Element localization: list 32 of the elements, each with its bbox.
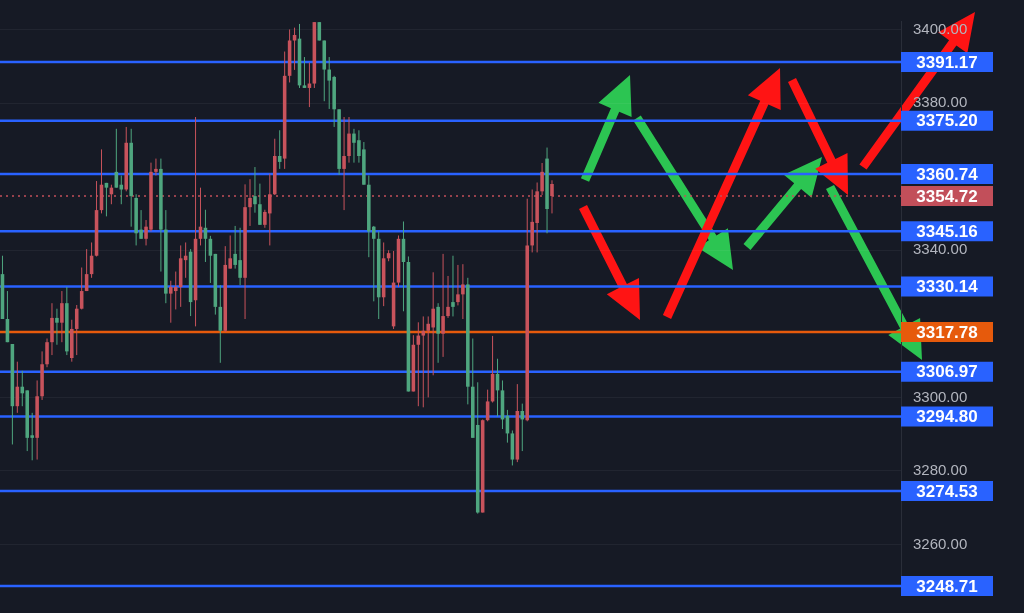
y-tick-label: 3340.00 — [913, 240, 968, 258]
ref-line-label: 3345.16 — [916, 221, 978, 241]
candlestick — [302, 56, 307, 89]
y-tick-label: 3300.00 — [913, 387, 968, 405]
ref-line-label: 3391.17 — [916, 52, 978, 72]
ref-line-label: 3274.53 — [916, 481, 978, 501]
ref-line-label: 3317.78 — [916, 322, 978, 342]
y-tick-label: 3280.00 — [913, 461, 968, 479]
ref-line-label: 3306.97 — [916, 362, 978, 382]
ref-line-label: 3360.74 — [916, 164, 979, 184]
candlestick — [60, 290, 64, 343]
ref-line-label: 3354.72 — [916, 186, 978, 206]
candlestick — [446, 275, 450, 319]
y-tick-label: 3260.00 — [913, 534, 968, 552]
ref-line-label: 3330.14 — [916, 277, 979, 297]
candlestick — [441, 253, 445, 358]
candlestick — [45, 338, 49, 368]
candlestick — [173, 271, 178, 310]
candlestick — [461, 263, 465, 320]
candlestick — [347, 116, 351, 164]
candlestick — [55, 308, 59, 346]
candlestick — [421, 315, 426, 408]
y-tick-label: 3380.00 — [913, 93, 968, 111]
candlestick — [451, 255, 455, 317]
candlestick — [253, 166, 257, 214]
ref-line-label: 3375.20 — [916, 111, 978, 131]
candlestick — [258, 183, 262, 226]
ref-line-label: 3294.80 — [916, 407, 978, 427]
candlestick — [456, 264, 460, 306]
ref-line-label: 3248.71 — [916, 576, 978, 596]
candlestick — [74, 304, 79, 356]
candlestick — [154, 158, 158, 177]
